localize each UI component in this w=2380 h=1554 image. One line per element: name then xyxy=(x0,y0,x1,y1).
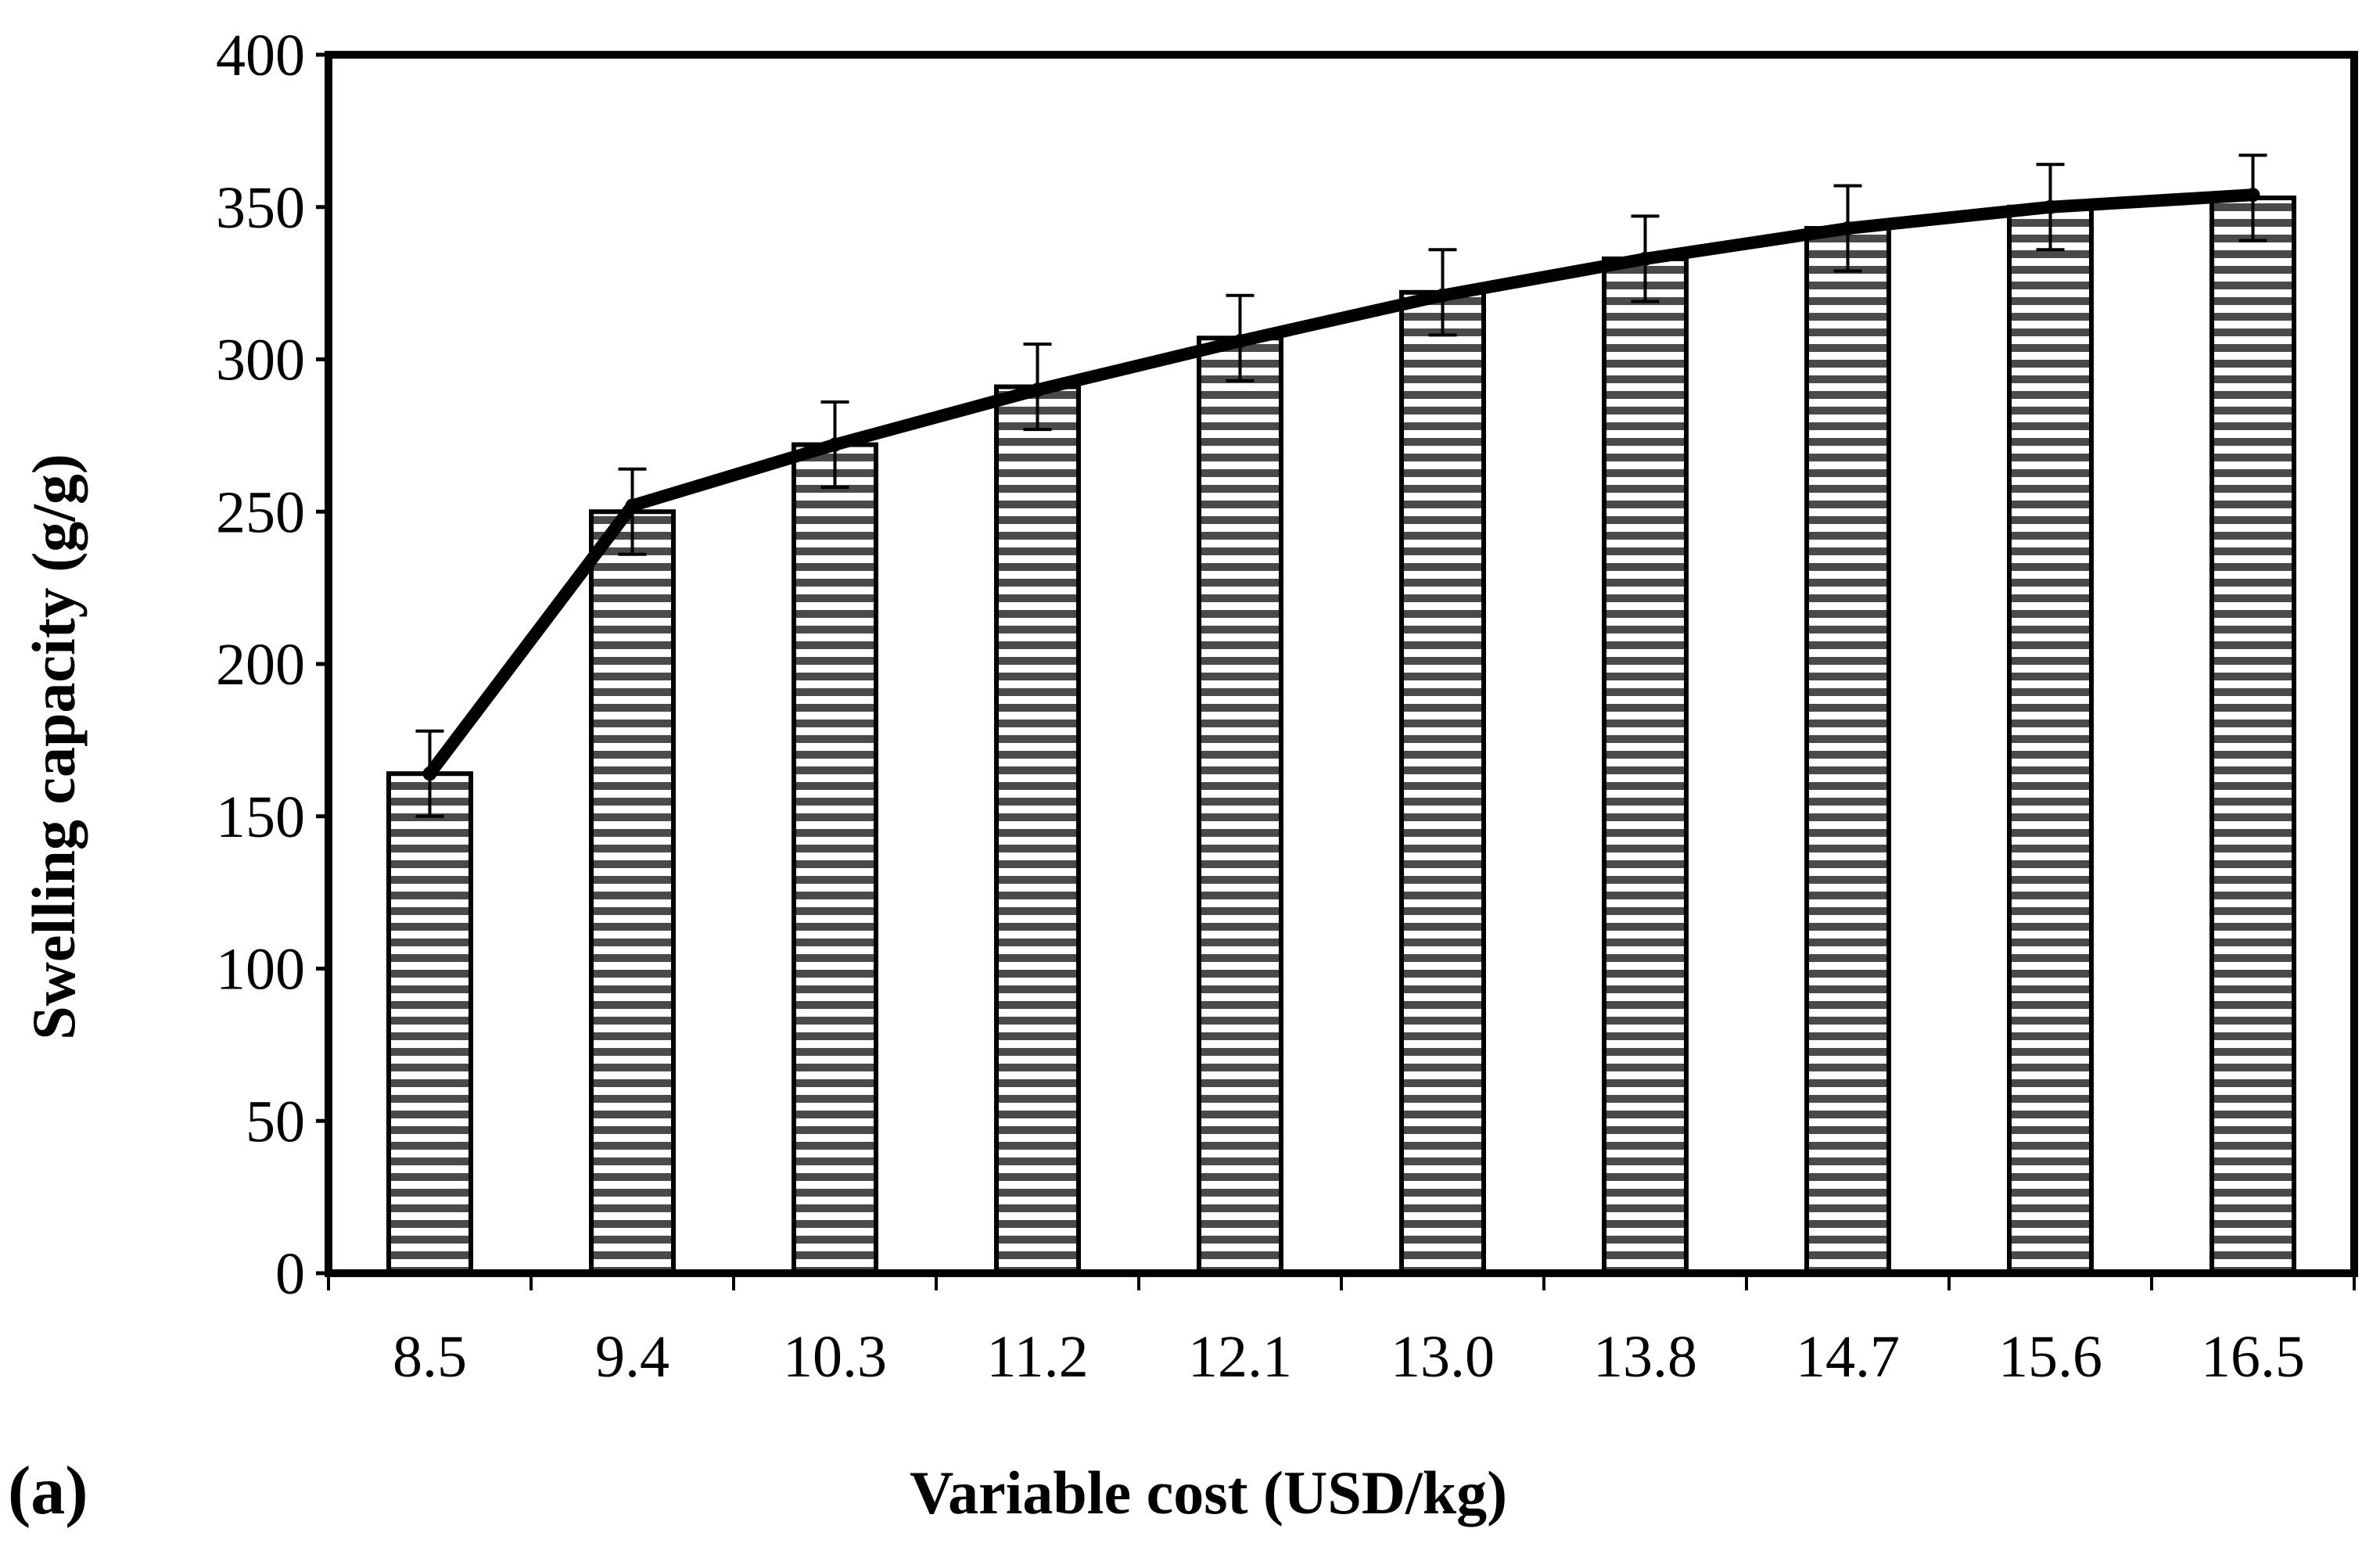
panel-label: (a) xyxy=(8,1453,88,1529)
trend-line xyxy=(423,188,2260,781)
x-tick-label-9.4: 9.4 xyxy=(595,1324,669,1390)
x-tick-label-16.5: 16.5 xyxy=(2201,1324,2305,1390)
bars xyxy=(386,196,2296,1276)
y-tick-label-200: 200 xyxy=(216,632,305,698)
x-axis-title: Variable cost (USD/kg) xyxy=(910,1459,1507,1527)
y-axis-title: Swelling capacity (g/g) xyxy=(20,454,88,1040)
y-tick-label-50: 50 xyxy=(246,1089,305,1154)
y-tick-label-0: 0 xyxy=(275,1241,305,1307)
x-tick-label-15.6: 15.6 xyxy=(1998,1324,2102,1390)
bar-13.0 xyxy=(1399,289,1486,1276)
trend-line-group xyxy=(422,188,2260,781)
x-tick-label-13.8: 13.8 xyxy=(1593,1324,1697,1390)
y-tick-label-100: 100 xyxy=(216,937,305,1003)
tick-labels: 0 50 100 150 200 250 300 350 400 8.5 9.4 10.3 11.2 12… xyxy=(216,23,2305,1390)
trend-point-15.6 xyxy=(2043,199,2058,214)
x-tick-label-8.5: 8.5 xyxy=(393,1324,467,1390)
trend-point-11.2 xyxy=(1030,382,1045,397)
trend-point-10.3 xyxy=(827,437,842,452)
bar-9.4 xyxy=(589,509,676,1276)
trend-point-14.7 xyxy=(1840,221,1855,236)
y-tick-label-400: 400 xyxy=(216,23,305,88)
trend-point-12.1 xyxy=(1233,334,1247,349)
bar-16.5 xyxy=(2209,196,2296,1276)
bar-11.2 xyxy=(994,384,1081,1276)
trend-point-13.0 xyxy=(1435,288,1450,303)
x-tick-label-11.2: 11.2 xyxy=(986,1324,1088,1390)
bar-14.7 xyxy=(1804,226,1891,1276)
x-tick-label-14.7: 14.7 xyxy=(1796,1324,1900,1390)
y-tick-label-300: 300 xyxy=(216,328,305,393)
y-tick-label-150: 150 xyxy=(216,784,305,850)
x-tick-label-12.1: 12.1 xyxy=(1188,1324,1292,1390)
bar-12.1 xyxy=(1197,336,1283,1276)
trend-point-16.5 xyxy=(2245,188,2260,203)
y-tick-label-250: 250 xyxy=(216,479,305,545)
trend-point-9.4 xyxy=(625,498,640,513)
x-tick-label-13.0: 13.0 xyxy=(1391,1324,1495,1390)
y-tick-label-350: 350 xyxy=(216,175,305,241)
axes xyxy=(316,51,2358,1290)
trend-point-8.5 xyxy=(422,766,437,781)
trend-point-13.8 xyxy=(1638,251,1653,266)
bar-15.6 xyxy=(2007,204,2094,1276)
x-tick-label-10.3: 10.3 xyxy=(783,1324,887,1390)
bar-13.8 xyxy=(1602,256,1689,1276)
bar-10.3 xyxy=(792,442,878,1276)
bar-8.5 xyxy=(386,771,473,1276)
